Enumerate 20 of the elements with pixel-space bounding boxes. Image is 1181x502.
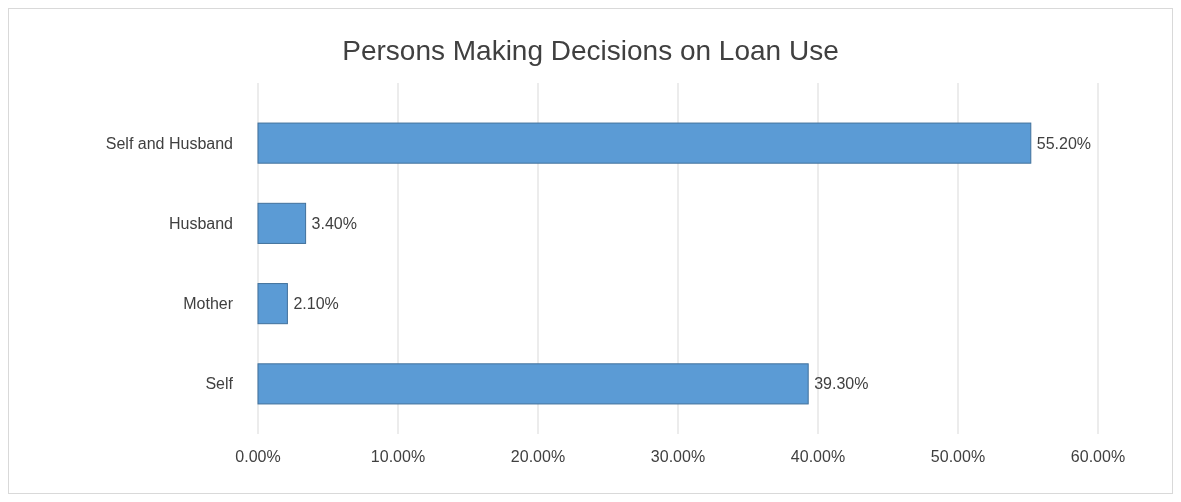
x-tick-label: 0.00% [235, 448, 281, 465]
y-tick-label: Self and Husband [105, 134, 233, 152]
x-tick-label: 10.00% [370, 448, 426, 465]
x-tick-label: 50.00% [930, 448, 986, 465]
data-label: 3.40% [311, 214, 357, 232]
x-tick-label: 60.00% [1070, 448, 1126, 465]
bar [257, 363, 809, 405]
x-tick-label: 20.00% [510, 448, 566, 465]
y-tick-label: Husband [168, 214, 233, 232]
bar [257, 122, 1032, 164]
data-label: 55.20% [1036, 134, 1092, 152]
y-tick-label: Mother [183, 295, 234, 313]
x-tick-label: 30.00% [650, 448, 706, 465]
chart-title: Persons Making Decisions on Loan Use [342, 35, 839, 66]
data-label: 39.30% [814, 375, 869, 393]
data-label: 2.10% [293, 295, 339, 313]
y-tick-label: Self [205, 375, 234, 393]
bar [257, 202, 307, 244]
bar [257, 283, 288, 325]
x-tick-label: 40.00% [790, 448, 846, 465]
